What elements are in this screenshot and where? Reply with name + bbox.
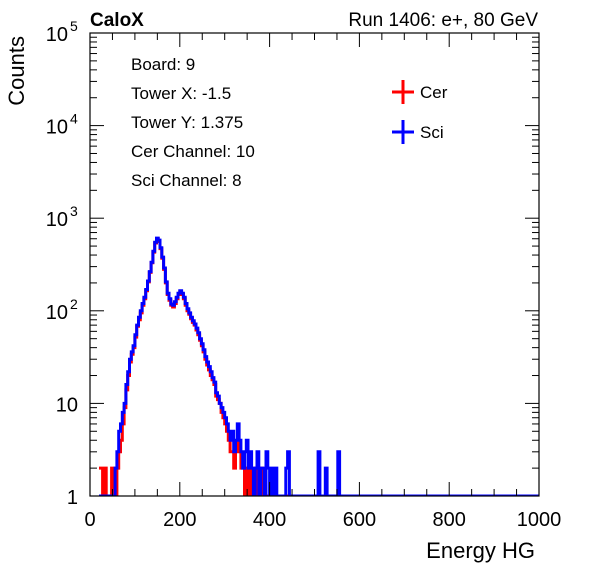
info-box: Board: 9 Tower X: -1.5 Tower Y: 1.375 Ce… [131, 55, 255, 190]
series-layer [99, 236, 539, 496]
y-tick-exponent: 5 [70, 18, 78, 34]
header-left-label: CaloX [90, 10, 144, 31]
info-sci-channel: Sci Channel: 8 [131, 171, 242, 190]
info-cer-channel: Cer Channel: 10 [131, 142, 255, 161]
y-tick-exponent: 3 [70, 203, 78, 219]
x-tick-label: 800 [433, 509, 466, 531]
y-tick-label: 1 [67, 487, 78, 509]
info-board: Board: 9 [131, 55, 195, 74]
x-axis: 0 200 400 600 800 1000 [84, 33, 561, 531]
series-sci-line [99, 236, 539, 496]
y-axis-label: Counts [4, 36, 29, 106]
x-tick-label: 0 [84, 509, 95, 531]
x-tick-label: 600 [343, 509, 376, 531]
legend: Cer Sci [392, 80, 448, 144]
info-tower-x: Tower X: -1.5 [131, 84, 231, 103]
x-tick-label: 200 [163, 509, 196, 531]
legend-entry-sci: Sci [392, 120, 444, 144]
info-tower-y: Tower Y: 1.375 [131, 113, 243, 132]
header-right-label: Run 1406: e+, 80 GeV [348, 10, 538, 31]
x-tick-label: 1000 [517, 509, 562, 531]
legend-entry-cer: Cer [392, 80, 448, 104]
y-tick-label: 10 [46, 302, 68, 324]
legend-label-cer: Cer [420, 83, 448, 102]
y-tick-label: 10 [56, 394, 78, 416]
y-tick-label: 10 [46, 117, 68, 139]
y-tick-label: 10 [46, 209, 68, 231]
y-tick-exponent: 2 [70, 296, 78, 312]
x-tick-label: 400 [253, 509, 286, 531]
legend-label-sci: Sci [420, 123, 444, 142]
y-tick-exponent: 4 [70, 111, 78, 127]
y-tick-label: 10 [46, 24, 68, 46]
x-axis-label: Energy HG [426, 538, 535, 563]
